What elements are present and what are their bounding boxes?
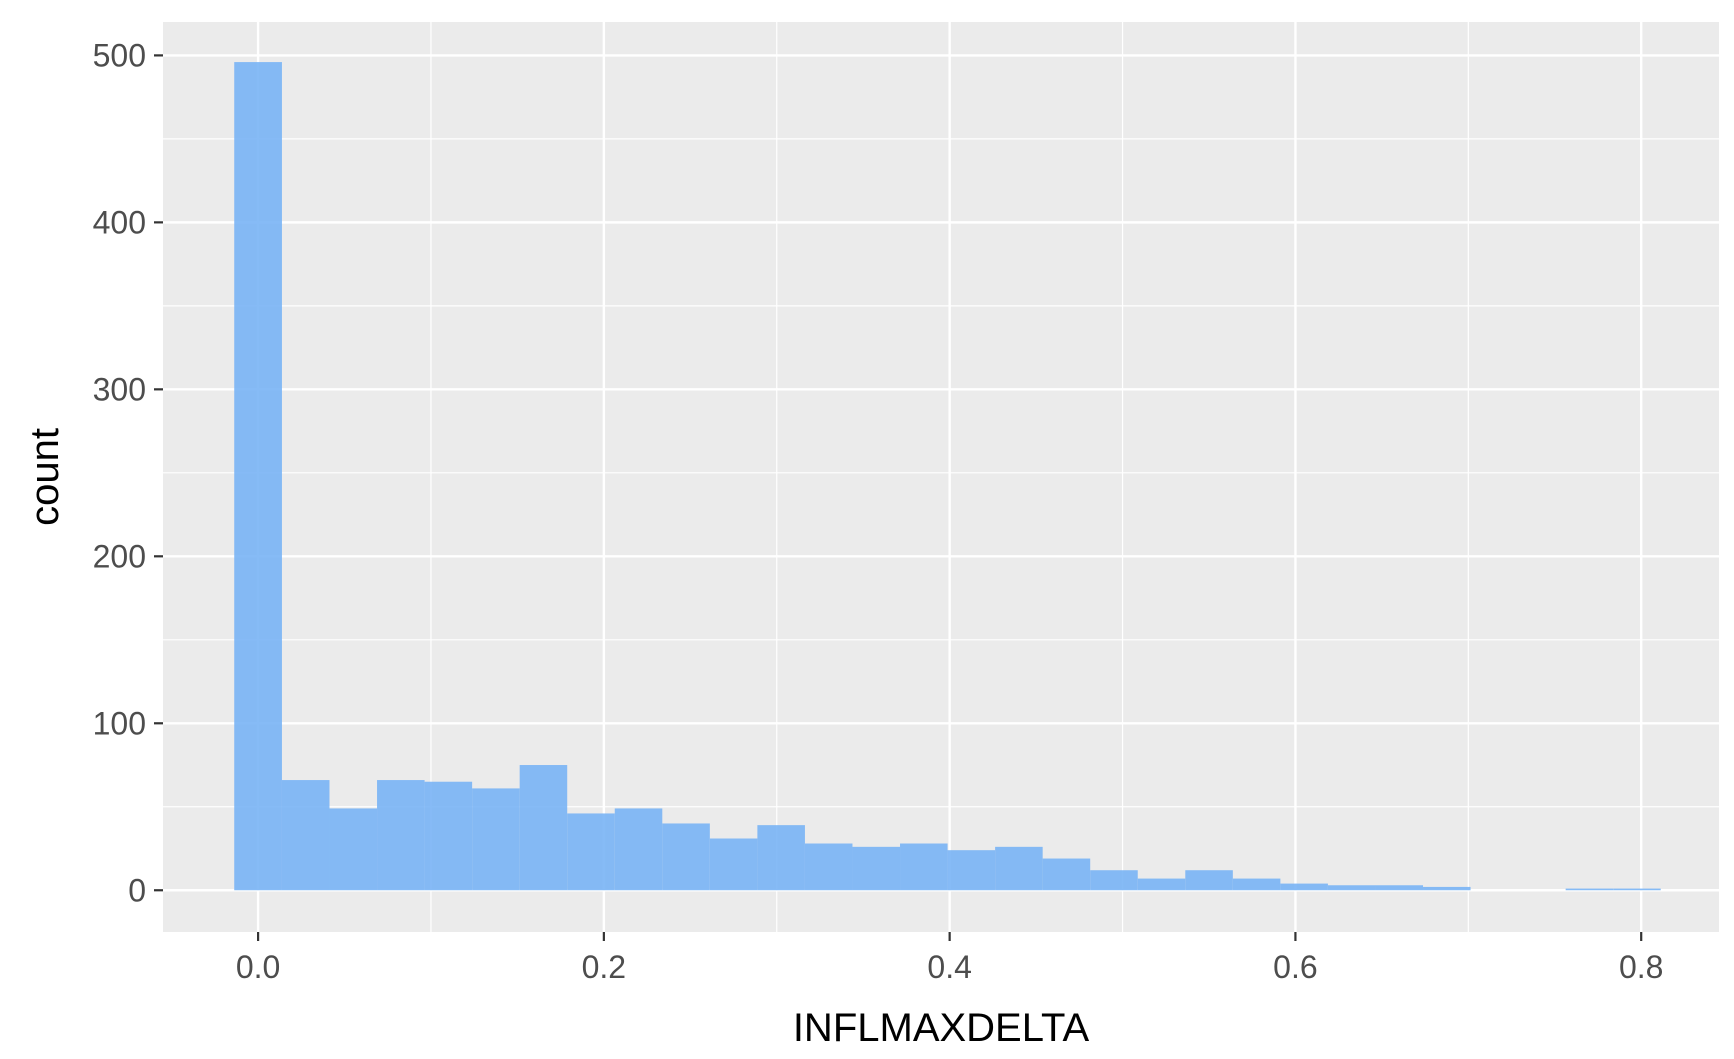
x-tick-label: 0.0	[236, 949, 280, 985]
histogram-bar	[709, 838, 758, 891]
x-tick-label: 0.8	[1619, 949, 1663, 985]
histogram-bar	[947, 850, 996, 891]
histogram-bar	[1565, 888, 1614, 891]
histogram-bar	[614, 808, 663, 891]
histogram-bar	[1137, 878, 1186, 891]
histogram-bar	[1280, 883, 1328, 891]
y-axis: 0 100 200 300 400 500	[93, 37, 163, 908]
histogram-bar	[1232, 878, 1281, 891]
histogram-bar	[995, 846, 1043, 891]
minor-gridlines	[163, 22, 1719, 932]
histogram-bar	[377, 780, 425, 891]
y-tick-label: 400	[93, 204, 146, 240]
y-tick-label: 200	[93, 538, 146, 574]
histogram-bar	[472, 788, 520, 891]
histogram-bar	[1613, 888, 1661, 891]
x-axis-title: INFLMAXDELTA	[793, 1006, 1090, 1050]
histogram-bar	[1042, 858, 1091, 891]
y-axis-title: count	[23, 428, 67, 526]
y-tick-label: 500	[93, 37, 146, 73]
histogram-bar	[424, 781, 473, 891]
x-tick-label: 0.2	[582, 949, 626, 985]
histogram-bar	[1375, 885, 1424, 891]
x-tick-label: 0.4	[927, 949, 971, 985]
histogram-bar	[281, 780, 330, 891]
histogram-bar	[804, 843, 853, 891]
y-tick-label: 0	[128, 872, 146, 908]
histogram-bar	[852, 846, 901, 891]
x-tick-label: 0.6	[1273, 949, 1317, 985]
histogram-bar	[519, 765, 568, 891]
histogram-bar	[329, 808, 378, 891]
histogram-bars	[234, 62, 1661, 891]
histogram-bar	[1423, 886, 1471, 891]
y-tick-label: 300	[93, 371, 146, 407]
histogram-bar	[567, 813, 615, 891]
y-tick-label: 100	[93, 705, 146, 741]
histogram-bar	[234, 62, 282, 891]
histogram-bar	[1327, 885, 1376, 891]
histogram-bar	[757, 825, 805, 891]
histogram-bar	[1185, 870, 1233, 891]
histogram-bar	[662, 823, 710, 891]
histogram-bar	[1090, 870, 1138, 891]
histogram-bar	[900, 843, 948, 891]
x-axis: 0.0 0.2 0.4 0.6 0.8	[236, 932, 1663, 985]
